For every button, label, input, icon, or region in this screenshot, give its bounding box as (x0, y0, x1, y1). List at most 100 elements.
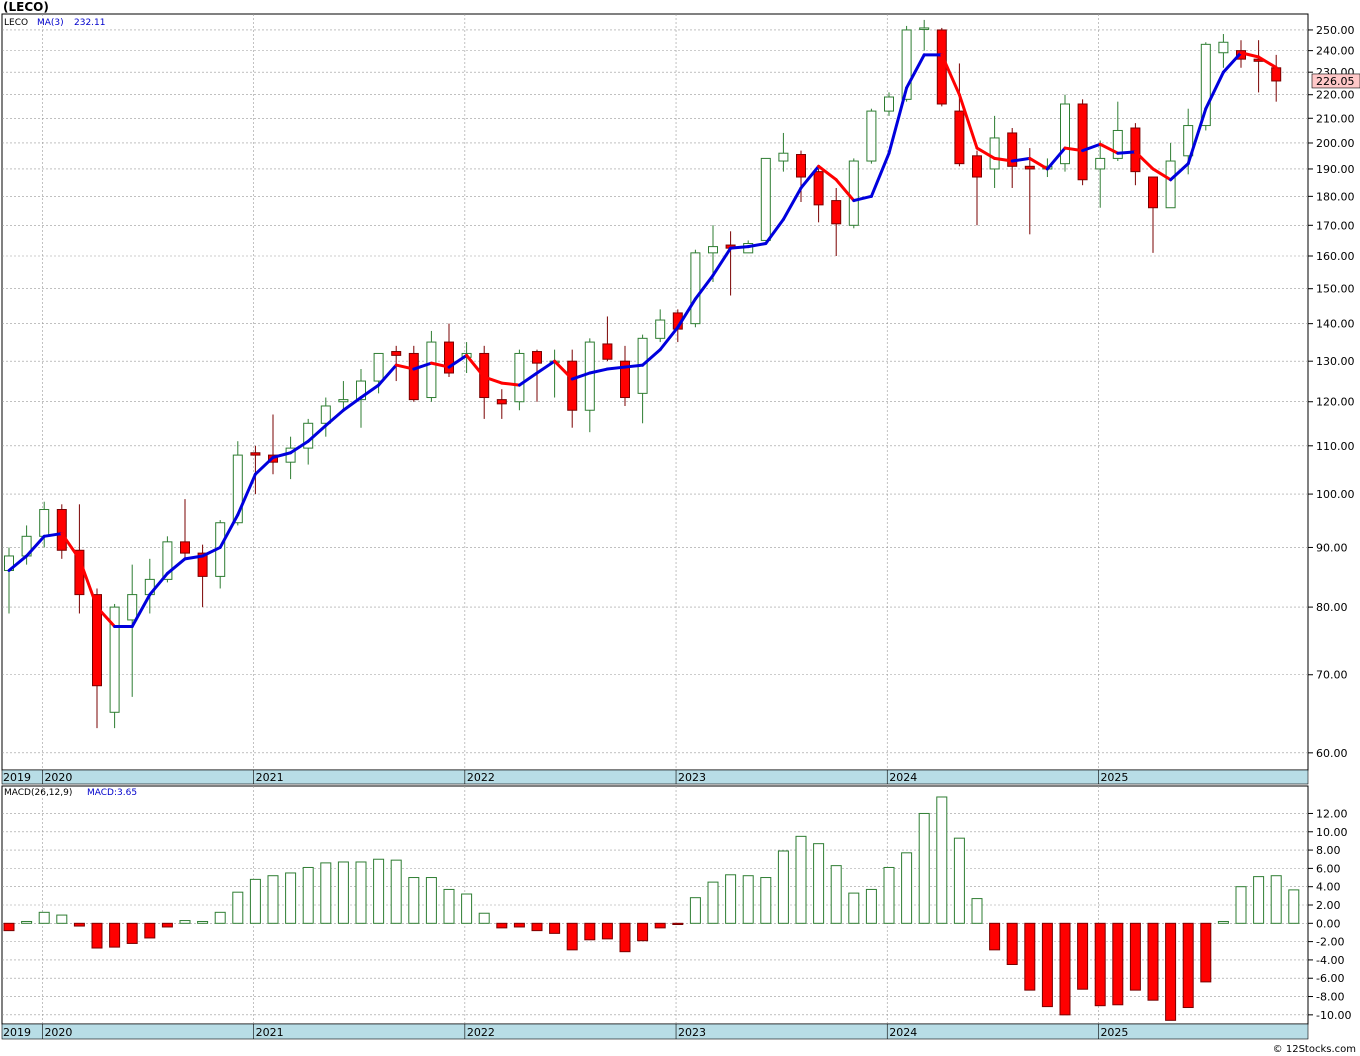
price-tick-label: 60.00 (1316, 747, 1348, 760)
macd-bar (742, 875, 754, 924)
ma-line-segment (324, 408, 345, 427)
candle-body (1165, 160, 1176, 209)
price-plot-area (1, 13, 1309, 771)
ma-line-segment (940, 53, 961, 97)
macd-bar (1200, 922, 1212, 983)
ma-line-segment (1133, 150, 1155, 171)
macd-bar (21, 920, 33, 924)
ma-line-segment (95, 605, 117, 628)
macd-bar (38, 911, 50, 924)
ma-line-segment (1063, 146, 1085, 153)
candle-body (954, 110, 965, 165)
macd-tick-label: -8.00 (1316, 991, 1344, 1004)
macd-bar (267, 875, 279, 924)
macd-bar (531, 922, 543, 932)
ma-line-segment (641, 348, 662, 367)
price-tick-label: 140.00 (1316, 318, 1355, 331)
ma-line-segment (535, 359, 557, 375)
ma-line-segment (7, 554, 29, 572)
candle-body (1183, 125, 1194, 157)
candle-body (901, 29, 912, 100)
macd-legend-label: MACD(26,12,9) (4, 788, 72, 798)
date-axis-label: 2025 (1100, 1026, 1128, 1039)
macd-bar (3, 922, 15, 932)
candle-body (989, 137, 1000, 170)
macd-bar (918, 812, 930, 924)
macd-bar (989, 922, 1001, 951)
macd-bar (144, 922, 156, 939)
candle-body (162, 541, 173, 580)
macd-tick-label: -4.00 (1316, 954, 1344, 967)
candle-body (197, 552, 208, 577)
macd-bar (1112, 922, 1124, 1006)
macd-bar (390, 859, 402, 924)
ma-line-segment (957, 93, 979, 150)
ma-line-segment (1204, 70, 1225, 111)
date-axis-label: 2022 (467, 1026, 495, 1039)
ma-line-segment (588, 367, 609, 375)
ma-line-segment (834, 178, 856, 203)
macd-bar (883, 866, 895, 924)
ma-line-segment (60, 532, 81, 561)
macd-bar (161, 922, 173, 928)
macd-legend-value: MACD:3.65 (87, 788, 137, 798)
ma-line-segment (1045, 146, 1067, 171)
candle-body (796, 154, 806, 178)
date-axis-band (1, 1023, 1309, 1040)
ma-line-segment (781, 186, 803, 221)
candle-body (831, 200, 842, 225)
date-axis-label: 2024 (889, 1026, 917, 1039)
macd-bar (1270, 875, 1282, 924)
macd-bar (1041, 922, 1053, 1008)
candle-body (1112, 129, 1123, 159)
ma-line-segment (25, 534, 46, 558)
price-tick-label: 70.00 (1316, 669, 1348, 682)
ma-line-segment (693, 273, 715, 301)
candle-body (972, 155, 982, 178)
ma-line-segment (605, 365, 627, 371)
price-panel: 60.00 70.00 80.00 90.00 100.00 110.00 120.00 13… (1, 13, 1360, 785)
ma-line-segment (1098, 142, 1120, 155)
macd-bar (777, 850, 789, 924)
candle-body (1130, 127, 1141, 173)
date-axis-band (1, 769, 1309, 785)
ma-line-segment (148, 571, 169, 597)
macd-bar (1129, 922, 1141, 991)
macd-bar (601, 922, 613, 940)
ma-line-segment (201, 545, 222, 558)
candle-body (391, 351, 402, 356)
price-tick-label: 180.00 (1316, 190, 1355, 203)
macd-bar (355, 861, 367, 924)
ma-line-segment (623, 363, 645, 369)
date-axis-label: 2019 (3, 1026, 31, 1039)
ma-line-segment (975, 146, 997, 160)
ma-line-segment (905, 53, 926, 90)
ma-line-segment (869, 151, 891, 198)
ma-line-segment (500, 381, 521, 387)
macd-tick-label: 0.00 (1316, 917, 1341, 930)
macd-bar (813, 843, 825, 924)
macd-bar (513, 922, 525, 928)
macd-tick-label: 12.00 (1316, 807, 1348, 820)
candle-body (602, 343, 613, 360)
macd-tick-label: 8.00 (1316, 844, 1341, 857)
ma-line-segment (289, 439, 310, 455)
macd-bar (302, 866, 314, 924)
price-tick-label: 100.00 (1316, 488, 1355, 501)
ma-line-segment (729, 245, 750, 250)
macd-bar (249, 878, 261, 924)
macd-tick-label: -10.00 (1316, 1009, 1351, 1022)
macd-bar (1147, 922, 1159, 1001)
macd-bar (425, 877, 437, 924)
ma-line-segment (465, 353, 486, 379)
price-tick-label: 210.00 (1316, 112, 1355, 125)
candle-body (338, 399, 349, 403)
macd-tick-label: -6.00 (1316, 972, 1344, 985)
ma-line-segment (799, 164, 821, 190)
ma-line-segment (658, 325, 680, 352)
chart-title: (LECO) (3, 0, 49, 14)
price-tick-label: 110.00 (1316, 440, 1355, 453)
macd-bar (1077, 922, 1089, 990)
ma-line-segment (183, 554, 205, 561)
